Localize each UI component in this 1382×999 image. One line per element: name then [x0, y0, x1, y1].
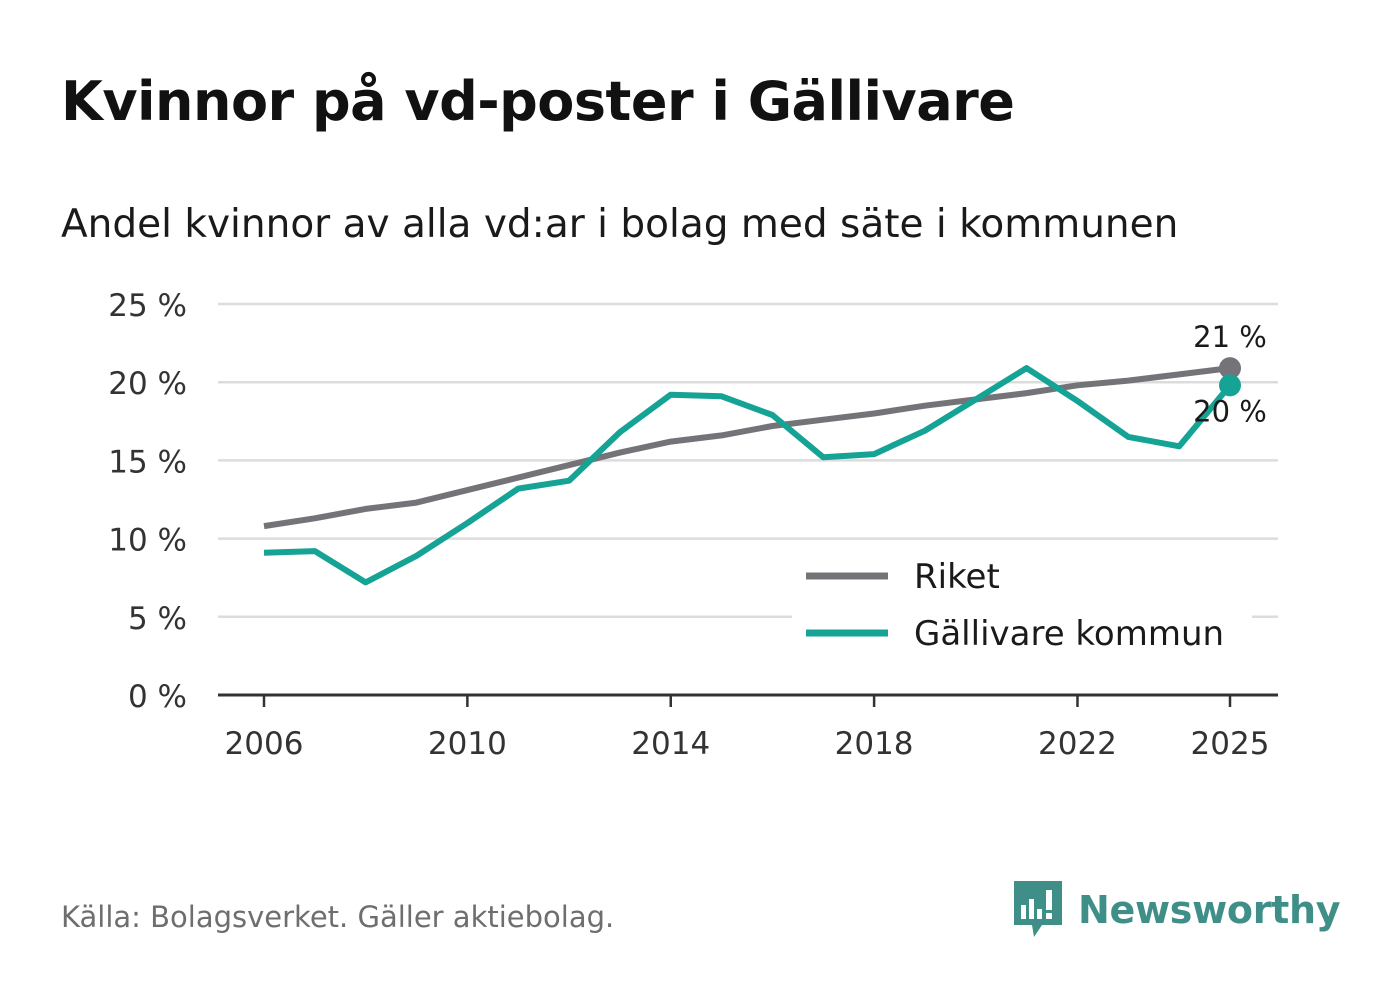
chart-title: Kvinnor på vd-poster i Gällivare: [61, 70, 1015, 133]
legend-label: Riket: [914, 557, 1000, 597]
y-tick-label: 15 %: [108, 444, 187, 480]
series-lines: [263, 365, 1233, 586]
x-tick-label: 2010: [428, 726, 507, 762]
end-labels: 21 % 20 %: [1193, 320, 1267, 428]
chart-subtitle: Andel kvinnor av alla vd:ar i bolag med …: [61, 202, 1179, 247]
x-tick-label: 2022: [1038, 726, 1117, 762]
y-tick-label: 10 %: [108, 523, 187, 559]
end-marker: [1219, 357, 1241, 380]
brand-name: Newsworthy: [1078, 888, 1341, 932]
y-tick-label: 0 %: [128, 679, 187, 715]
legend-label: Gällivare kommun: [914, 614, 1224, 654]
y-tick-label: 25 %: [108, 288, 187, 324]
end-value-label: 21 %: [1193, 320, 1267, 354]
end-marker: [1219, 374, 1241, 397]
brand-logo: Newsworthy: [1012, 879, 1341, 941]
legend-box: [792, 548, 1252, 666]
x-tick-label: 2014: [631, 726, 710, 762]
y-tick-label: 20 %: [108, 366, 187, 402]
legend: Riket Gällivare kommun: [792, 548, 1252, 666]
source-note: Källa: Bolagsverket. Gäller aktiebolag.: [61, 900, 615, 934]
x-axis-ticks: 2006 2010 2014 2018 2022 2025: [218, 693, 1278, 762]
end-value-label: 20 %: [1193, 394, 1267, 428]
newsworthy-icon: [1014, 881, 1062, 937]
series-line-gallivare: [263, 365, 1233, 586]
x-tick-label: 2006: [225, 726, 304, 762]
y-tick-label: 5 %: [128, 601, 187, 637]
x-tick-label: 2018: [835, 726, 914, 762]
x-tick-label: 2025: [1191, 726, 1270, 762]
series-line-riket: [263, 365, 1231, 530]
y-axis-ticks: 0 % 5 % 10 % 15 % 20 % 25 %: [108, 288, 187, 715]
